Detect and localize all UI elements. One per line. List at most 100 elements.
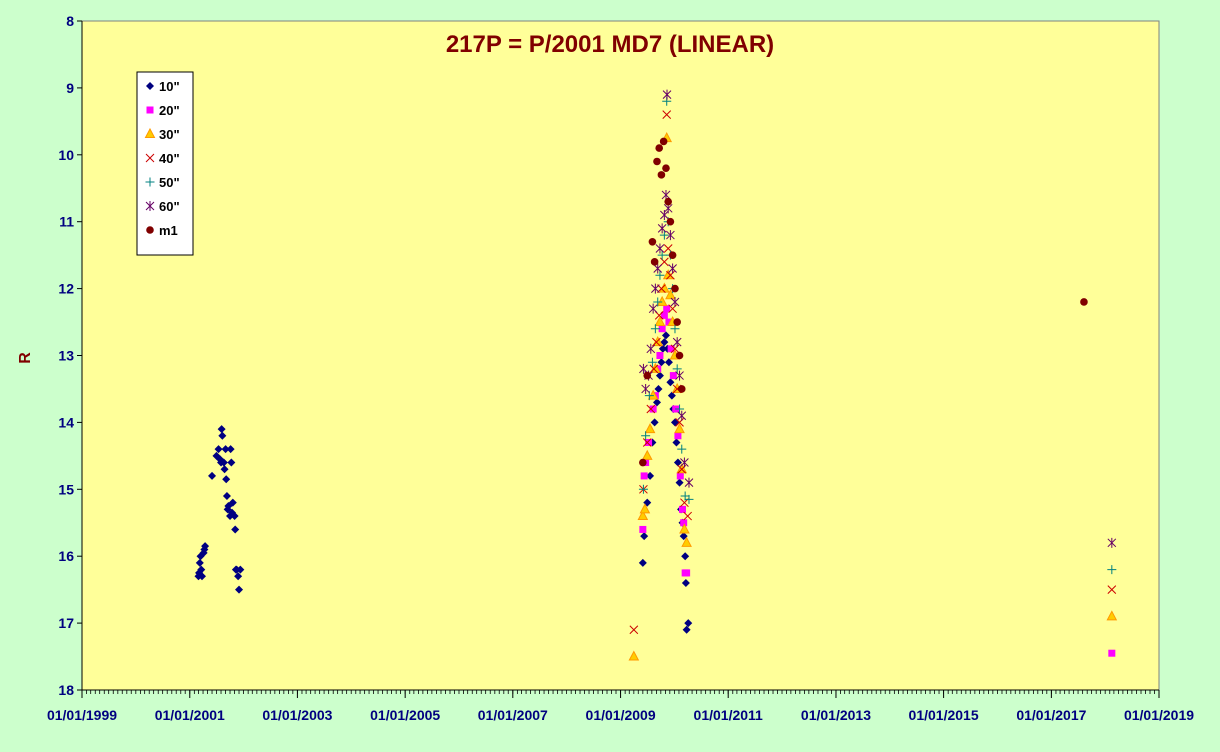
data-point <box>662 164 670 172</box>
data-point <box>652 398 661 407</box>
data-point <box>655 371 664 380</box>
x-tick-label: 01/01/2015 <box>909 707 979 723</box>
data-point <box>676 472 684 480</box>
data-point <box>661 189 671 200</box>
data-point <box>665 318 673 326</box>
y-axis-label: R <box>17 352 34 364</box>
legend-label: 40" <box>159 151 180 166</box>
data-point <box>657 358 666 367</box>
series-3 <box>629 110 1117 635</box>
legend: 10" 20" 30" 40" 50" 60" m1 <box>136 71 194 256</box>
data-point <box>1080 298 1088 306</box>
data-point <box>659 137 668 146</box>
data-point <box>659 230 669 240</box>
data-point <box>668 251 677 259</box>
data-point <box>235 585 244 594</box>
data-point <box>629 625 639 635</box>
data-point <box>644 423 656 434</box>
data-point <box>675 370 684 381</box>
x-tick-label: 01/01/2007 <box>478 707 548 723</box>
data-point <box>1107 537 1117 548</box>
data-point <box>680 519 688 527</box>
x-tick-label: 01/01/2005 <box>370 707 440 723</box>
data-point <box>639 503 651 514</box>
data-point <box>649 364 659 374</box>
data-point <box>201 542 210 551</box>
data-point <box>197 565 206 574</box>
data-point <box>677 444 687 454</box>
data-point <box>680 498 689 508</box>
data-point <box>673 458 682 467</box>
data-point <box>657 171 666 179</box>
data-point <box>228 498 237 507</box>
data-point <box>652 337 661 347</box>
legend-marker <box>144 127 156 138</box>
data-point <box>669 372 677 380</box>
data-point <box>222 475 231 484</box>
data-point <box>646 343 656 354</box>
x-ticks: 01/01/1999 01/01/2001 01/01/2003 01/01/2005… <box>47 690 1194 723</box>
data-point <box>647 389 659 400</box>
y-tick-label: 13 <box>58 348 74 364</box>
data-point <box>657 284 666 293</box>
data-point <box>657 223 667 234</box>
y-tick-label: 18 <box>58 682 74 698</box>
data-point <box>647 357 657 367</box>
data-point <box>665 289 676 300</box>
data-point <box>675 478 684 487</box>
data-point <box>674 423 685 434</box>
data-point <box>222 491 231 500</box>
legend-label: m1 <box>159 223 178 238</box>
data-point <box>672 438 681 447</box>
data-point <box>670 296 680 307</box>
data-point <box>217 425 226 434</box>
data-point <box>655 270 665 280</box>
data-point <box>653 297 663 307</box>
data-point <box>641 431 651 441</box>
data-points <box>194 89 1118 661</box>
y-tick-label: 12 <box>58 281 74 297</box>
data-point <box>639 525 647 533</box>
legend-label: 50" <box>159 175 180 190</box>
data-point <box>675 351 684 360</box>
legend-marker <box>146 106 154 114</box>
data-point <box>1107 585 1117 595</box>
data-point <box>657 250 667 260</box>
data-point <box>667 345 675 353</box>
data-point <box>681 578 690 587</box>
data-point <box>654 384 663 393</box>
data-point <box>234 572 243 581</box>
data-point <box>650 418 659 427</box>
data-point <box>646 471 655 480</box>
data-point <box>670 324 680 334</box>
data-point <box>236 565 245 574</box>
legend-marker <box>145 153 155 163</box>
data-point <box>651 283 660 294</box>
data-point <box>660 338 669 347</box>
data-point <box>672 364 682 374</box>
data-point <box>1107 565 1117 575</box>
data-point <box>664 197 672 206</box>
y-tick-label: 10 <box>58 147 74 163</box>
data-point <box>666 230 675 241</box>
legend-label: 60" <box>159 199 180 214</box>
data-point <box>628 650 640 661</box>
data-point <box>662 269 674 280</box>
data-point <box>1106 610 1118 621</box>
y-tick-label: 9 <box>66 80 74 96</box>
y-ticks: 8 9 10 11 12 13 14 15 16 17 18 <box>58 13 82 698</box>
data-point <box>198 572 207 581</box>
data-point <box>643 371 652 380</box>
data-point <box>655 243 665 254</box>
data-point <box>664 358 673 367</box>
y-tick-label: 8 <box>66 13 74 29</box>
data-point <box>645 438 653 446</box>
data-point <box>656 295 668 306</box>
data-point <box>642 438 652 447</box>
y-tick-label: 17 <box>58 615 74 631</box>
data-point <box>655 144 664 152</box>
data-point <box>662 89 672 100</box>
data-point <box>684 619 693 628</box>
data-point <box>640 472 648 480</box>
x-tick-label: 01/01/1999 <box>47 707 117 723</box>
